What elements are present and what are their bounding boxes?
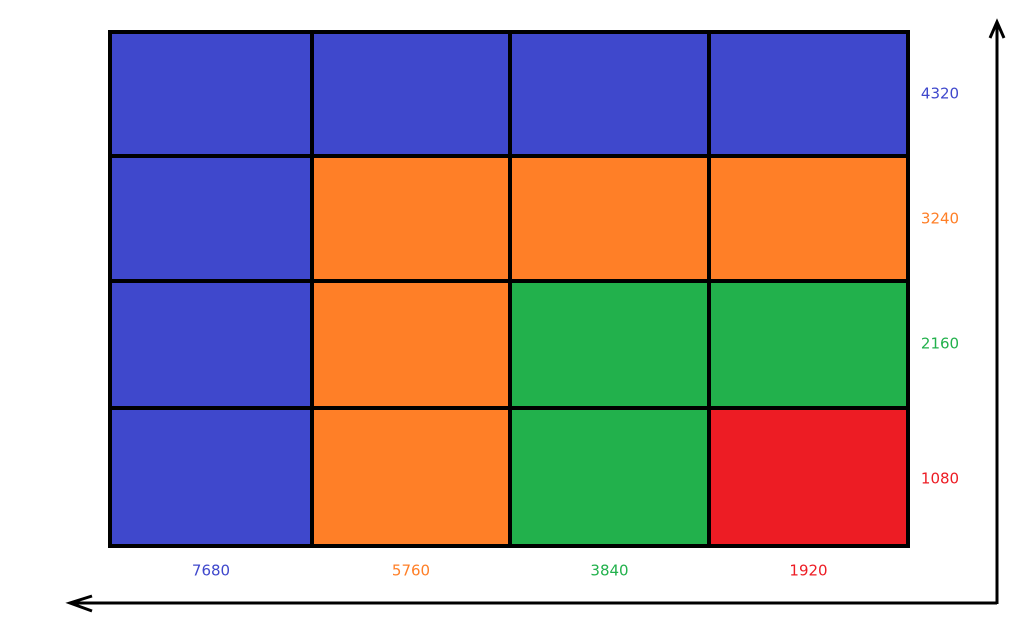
column-label: 7680 <box>192 562 230 580</box>
cell <box>310 30 512 158</box>
vertical-arrowhead <box>988 18 1006 39</box>
column-label: 3840 <box>590 562 628 580</box>
column-label: 1920 <box>789 562 827 580</box>
cell <box>508 30 711 158</box>
cell <box>508 154 711 283</box>
row-label: 2160 <box>921 335 959 353</box>
cell <box>108 154 314 283</box>
cell <box>508 279 711 410</box>
cell <box>707 30 910 158</box>
cell <box>310 154 512 283</box>
cell <box>707 279 910 410</box>
cell <box>108 406 314 548</box>
cell <box>508 406 711 548</box>
cell-grid <box>108 30 910 548</box>
cell <box>707 406 910 548</box>
cell <box>108 279 314 410</box>
horizontal-arrowhead <box>65 594 93 613</box>
row-label: 4320 <box>921 85 959 103</box>
cell <box>310 406 512 548</box>
cell <box>707 154 910 283</box>
column-label: 5760 <box>392 562 430 580</box>
cell <box>108 30 314 158</box>
cell <box>310 279 512 410</box>
row-label: 1080 <box>921 470 959 488</box>
row-label: 3240 <box>921 210 959 228</box>
